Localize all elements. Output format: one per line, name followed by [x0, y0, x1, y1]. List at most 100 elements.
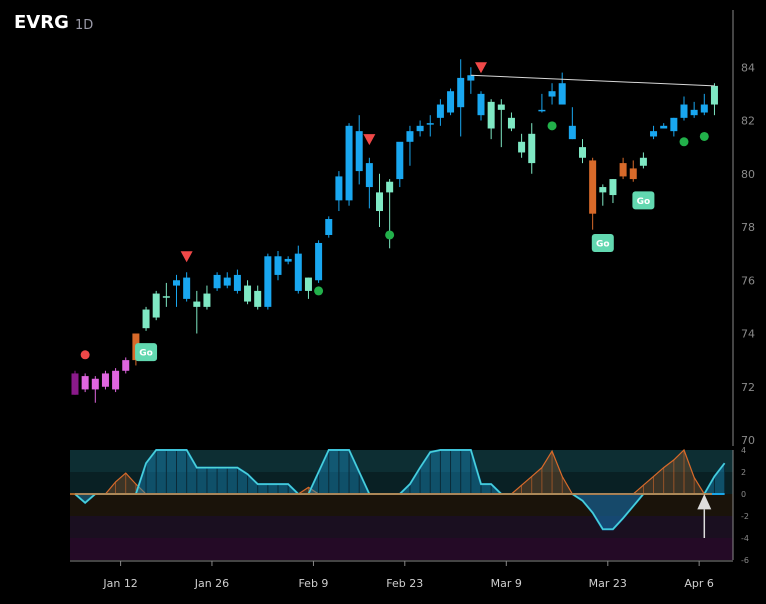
- candle-body: [568, 125, 576, 140]
- candle-body: [142, 309, 150, 329]
- go-badge: Go: [632, 191, 655, 210]
- candle: [355, 115, 363, 185]
- candle-body: [294, 253, 302, 291]
- candle-body: [599, 187, 607, 193]
- candle: [142, 306, 150, 331]
- candle: [650, 125, 658, 140]
- candle: [274, 250, 282, 281]
- candle-body: [558, 83, 566, 105]
- candle: [710, 83, 718, 116]
- candle: [244, 280, 252, 305]
- candle: [670, 117, 678, 137]
- oscillator-band: [70, 538, 733, 560]
- candle-body: [579, 147, 586, 158]
- candle: [609, 179, 617, 204]
- y-tick-label: 80: [741, 168, 755, 181]
- candle-body: [112, 370, 120, 390]
- candle-body: [335, 176, 343, 201]
- candles-layer: [71, 59, 718, 403]
- candle-body: [122, 360, 130, 371]
- candle: [365, 157, 373, 209]
- x-tick-label: Apr 6: [684, 577, 714, 590]
- candle: [579, 139, 586, 164]
- candle-body: [518, 141, 526, 153]
- candle-body: [436, 104, 444, 118]
- candle: [680, 96, 688, 121]
- oscillator-y-tick-label: 0: [741, 490, 746, 499]
- y-tick-label: 70: [741, 434, 755, 447]
- y-tick-label: 74: [741, 328, 755, 341]
- candle: [406, 125, 414, 166]
- candle: [193, 290, 201, 334]
- candle-body: [183, 277, 191, 299]
- candle-body: [619, 163, 627, 177]
- red-triangle-marker: [475, 62, 487, 74]
- oscillator-y-tick-label: -4: [741, 534, 749, 543]
- candle-body: [497, 104, 505, 110]
- candle-body: [660, 125, 668, 129]
- oscillator-y-tick-label: 4: [741, 446, 746, 455]
- candle: [558, 72, 566, 105]
- ticker-symbol: EVRG: [14, 12, 69, 33]
- go-badge-box: [591, 233, 614, 252]
- candle: [213, 272, 221, 291]
- red-triangle-marker: [363, 134, 376, 146]
- go-badge: Go: [591, 233, 614, 252]
- candle-body: [589, 160, 597, 214]
- candle-body: [213, 274, 221, 289]
- candle-body: [416, 125, 424, 132]
- candle-body: [386, 181, 394, 193]
- timeframe-label[interactable]: 1D: [75, 18, 94, 33]
- candle: [426, 115, 434, 137]
- candle: [518, 133, 526, 158]
- candle: [335, 171, 343, 212]
- candle-body: [233, 274, 241, 291]
- candle-body: [700, 104, 708, 113]
- candle: [497, 99, 505, 148]
- candle-body: [457, 77, 465, 108]
- candle: [173, 274, 180, 307]
- candle: [528, 123, 536, 174]
- candle: [548, 83, 556, 105]
- go-badge-box: [135, 343, 158, 362]
- candle-body: [629, 168, 637, 180]
- candle: [101, 370, 109, 390]
- oscillator-y-tick-label: -2: [741, 512, 749, 521]
- x-tick-label: Mar 9: [491, 577, 522, 590]
- candle-body: [274, 256, 282, 275]
- y-tick-label: 78: [741, 221, 755, 234]
- candle: [203, 285, 211, 310]
- candle: [396, 141, 404, 188]
- candle: [345, 123, 353, 206]
- candle-body: [223, 277, 231, 286]
- candle: [284, 256, 292, 265]
- candle-body: [152, 293, 160, 318]
- candle: [487, 99, 495, 140]
- red-triangle-marker: [180, 251, 193, 263]
- candle: [538, 93, 546, 113]
- green-dot-marker: [699, 131, 709, 141]
- up-arrow-marker: [697, 494, 712, 538]
- candle-body: [548, 91, 556, 97]
- candle: [122, 357, 130, 374]
- candle-body: [173, 280, 180, 286]
- go-badge-box: [632, 191, 655, 210]
- candle-body: [507, 117, 515, 129]
- y-tick-label: 84: [741, 61, 755, 74]
- go-badge-label: Go: [596, 239, 610, 249]
- candle: [233, 269, 241, 294]
- candle: [183, 272, 191, 302]
- candle-body: [406, 131, 414, 142]
- candle: [376, 173, 383, 227]
- candle-body: [710, 85, 718, 105]
- candle-body: [325, 219, 333, 235]
- candle-body: [467, 75, 475, 81]
- candle-body: [487, 101, 495, 129]
- candle-body: [264, 256, 272, 307]
- candle: [619, 157, 627, 180]
- candle: [315, 240, 323, 283]
- candle-body: [162, 296, 170, 298]
- candle: [639, 152, 647, 169]
